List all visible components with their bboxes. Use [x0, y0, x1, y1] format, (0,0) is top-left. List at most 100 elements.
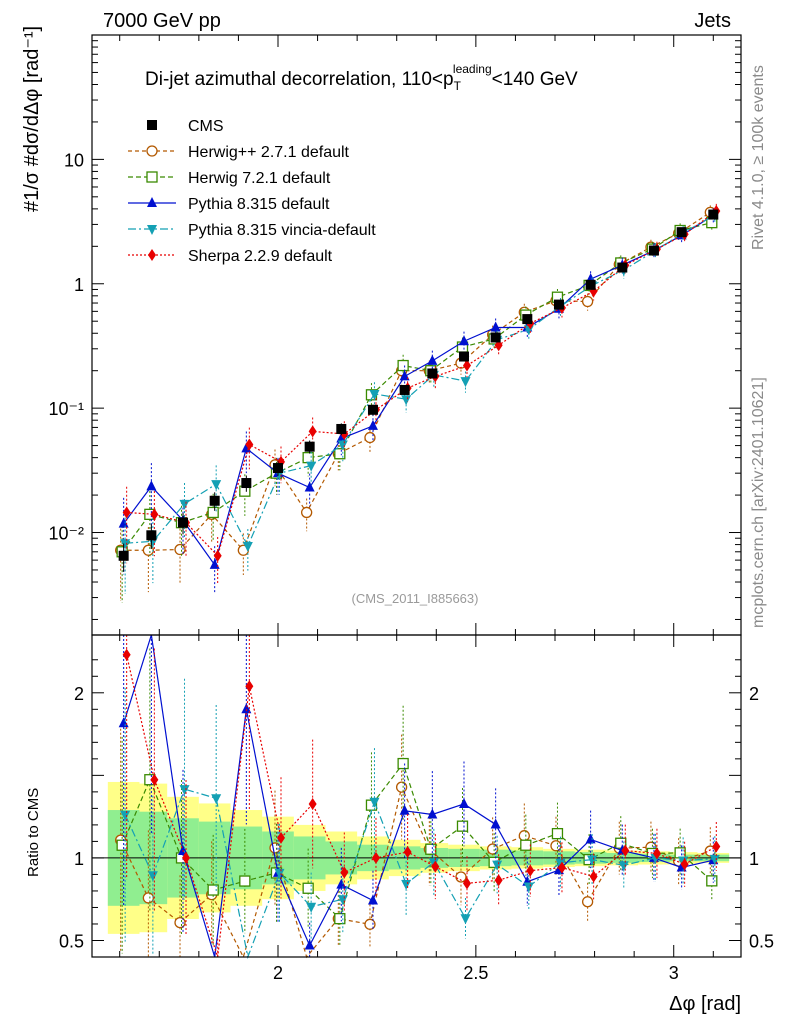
- x-axis-label: Δφ [rad]: [669, 993, 741, 1015]
- cms-point: [304, 441, 315, 452]
- ratio-point: [520, 839, 532, 851]
- data-point: [118, 517, 129, 528]
- ratio-point: [239, 875, 251, 887]
- ratio-point: [340, 866, 349, 879]
- data-point: [242, 541, 253, 552]
- ratio-point: [147, 871, 158, 882]
- legend-entry: Pythia 8.315 vincia-default: [128, 222, 376, 239]
- ratio-point: [455, 871, 467, 883]
- y-tick-label: 1: [74, 275, 84, 295]
- ratio-point: [274, 868, 285, 879]
- data-point: [462, 359, 471, 372]
- svg-text:Ratio to CMS: Ratio to CMS: [25, 788, 42, 877]
- series-layer: [115, 203, 721, 960]
- ratio-point: [427, 808, 438, 819]
- ratio-point: [492, 860, 503, 871]
- ratio-frame: [91, 634, 742, 958]
- side-label-bottom: mcplots.cern.ch [arXiv:2401.10621]: [750, 377, 767, 628]
- y-tick-label: 10⁻¹: [48, 399, 84, 419]
- legend-marker: [147, 197, 157, 207]
- series-line-ratio: [126, 654, 717, 958]
- cms-point: [522, 314, 533, 325]
- svg-text:Rivet 4.1.0, ≥ 100k events: Rivet 4.1.0, ≥ 100k events: [750, 65, 767, 250]
- cms-point: [427, 368, 438, 379]
- ratio-tick-label-right: 1: [749, 849, 759, 869]
- cms-point: [272, 463, 283, 474]
- ratio-point: [179, 785, 190, 796]
- legend-entry: Herwig++ 2.7.1 default: [128, 144, 350, 161]
- cms-point: [553, 299, 564, 310]
- ratio-point: [308, 798, 317, 811]
- ratio-point: [120, 810, 131, 821]
- cms-point: [118, 550, 129, 561]
- data-point: [146, 480, 157, 491]
- legend: CMS Herwig++ 2.7.1 default Herwig 7.2.1 de…: [128, 118, 376, 265]
- data-point: [301, 506, 313, 519]
- data-point: [397, 359, 409, 372]
- header-right: Jets: [694, 10, 731, 32]
- ratio-point: [709, 854, 720, 865]
- ratio-point: [674, 847, 686, 859]
- data-point: [367, 419, 378, 430]
- legend-label: Herwig 7.2.1 default: [188, 170, 331, 187]
- data-point: [334, 448, 346, 460]
- ratio-point: [458, 797, 469, 808]
- ratio-point: [490, 818, 501, 829]
- series-line-ratio: [124, 788, 715, 960]
- series-line-ratio: [123, 634, 714, 958]
- legend-label: CMS: [188, 118, 224, 135]
- legend-entry: Sherpa 2.2.9 default: [128, 248, 333, 265]
- cms-point: [490, 332, 501, 343]
- legend-marker: [146, 171, 158, 183]
- data-point: [213, 549, 222, 562]
- ratio-point: [337, 895, 348, 906]
- legend-entry: Herwig 7.2.1 default: [128, 170, 331, 187]
- ratio-point: [712, 840, 721, 853]
- ratio-point: [706, 875, 718, 887]
- data-point: [490, 321, 501, 332]
- data-point: [427, 354, 438, 365]
- legend-marker: [146, 145, 158, 157]
- ratio-tick-label-right: 2: [749, 684, 759, 704]
- side-label-top: Rivet 4.1.0, ≥ 100k events: [750, 65, 767, 250]
- ratio-point: [585, 833, 596, 844]
- legend-marker: [147, 225, 157, 235]
- ratio-point: [557, 861, 566, 874]
- ratio-point: [306, 902, 317, 913]
- ratio-point: [494, 874, 503, 887]
- ratio-tick-label: 2: [74, 684, 84, 704]
- cms-point: [367, 404, 378, 415]
- legend-label: Sherpa 2.2.9 default: [188, 248, 333, 265]
- series-line-main: [123, 214, 714, 567]
- cms-point: [241, 478, 252, 489]
- y-tick-label: 10: [64, 150, 84, 170]
- data-point: [304, 481, 315, 492]
- series-line-ratio: [120, 785, 711, 959]
- ratio-point: [369, 797, 380, 808]
- ratio-point: [371, 851, 380, 864]
- data-point: [401, 395, 412, 406]
- data-point: [150, 508, 159, 521]
- x-tick-label: 3: [669, 963, 679, 983]
- ratio-point: [116, 839, 128, 851]
- ratio-point: [397, 757, 409, 770]
- legend-marker: [148, 249, 156, 261]
- data-point: [245, 438, 254, 451]
- ratio-point: [367, 894, 378, 905]
- data-point: [364, 431, 376, 444]
- ratio-point: [401, 879, 412, 890]
- series-cms: [118, 209, 719, 572]
- ratio-point: [399, 804, 410, 815]
- ratio-tick-label: 1: [74, 849, 84, 869]
- ratio-point: [241, 703, 252, 714]
- data-point: [369, 389, 380, 400]
- ratio-point: [526, 864, 535, 877]
- ratio-point: [555, 858, 566, 869]
- ratio-point: [182, 851, 191, 864]
- ratio-tick-label: 0.5: [59, 931, 84, 951]
- ratio-point: [587, 855, 598, 866]
- data-point: [336, 432, 347, 443]
- y-tick-label: 10⁻²: [48, 524, 84, 544]
- ratio-point: [118, 717, 129, 728]
